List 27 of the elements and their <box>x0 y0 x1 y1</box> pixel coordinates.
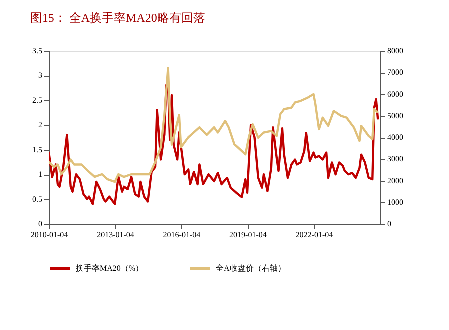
y2-tick-label: 3000 <box>388 154 404 164</box>
y2-tick-label: 2000 <box>388 176 404 186</box>
y2-tick-label: 4000 <box>388 133 404 142</box>
line-series <box>49 82 380 206</box>
y2-tick-label: 5000 <box>388 111 404 120</box>
y-tick-label: 3 <box>38 71 42 80</box>
x-tick-label: 2013-01-04 <box>97 230 134 240</box>
y2-tick-label: 7000 <box>388 68 404 78</box>
y-tick-label: 1.5 <box>32 145 42 154</box>
y-tick-label: 0.5 <box>32 194 42 204</box>
legend-label: 换手率MA20（%） <box>76 264 144 273</box>
x-tick-label: 2010-01-04 <box>30 230 68 240</box>
y2-tick-label: 6000 <box>388 90 404 99</box>
x-tick-label: 2019-01-04 <box>230 230 267 240</box>
y2-tick-label: 8000 <box>388 46 404 56</box>
chart-title: 图15： 全A换手率MA20略有回落 <box>30 11 206 25</box>
y2-tick-label: 0 <box>388 220 392 228</box>
y-tick-label: 3.5 <box>32 46 42 56</box>
y-tick-label: 1 <box>38 170 42 180</box>
y-tick-label: 2 <box>38 120 42 130</box>
y-tick-label: 2.5 <box>32 96 42 105</box>
legend-label: 全A收盘价（右轴） <box>216 264 286 273</box>
y-tick-label: 0 <box>38 220 42 228</box>
x-tick-label: 2022-01-04 <box>296 230 334 240</box>
y2-tick-label: 1000 <box>388 198 404 207</box>
x-tick-label: 2016-01-04 <box>163 230 201 240</box>
line-series <box>49 67 380 184</box>
